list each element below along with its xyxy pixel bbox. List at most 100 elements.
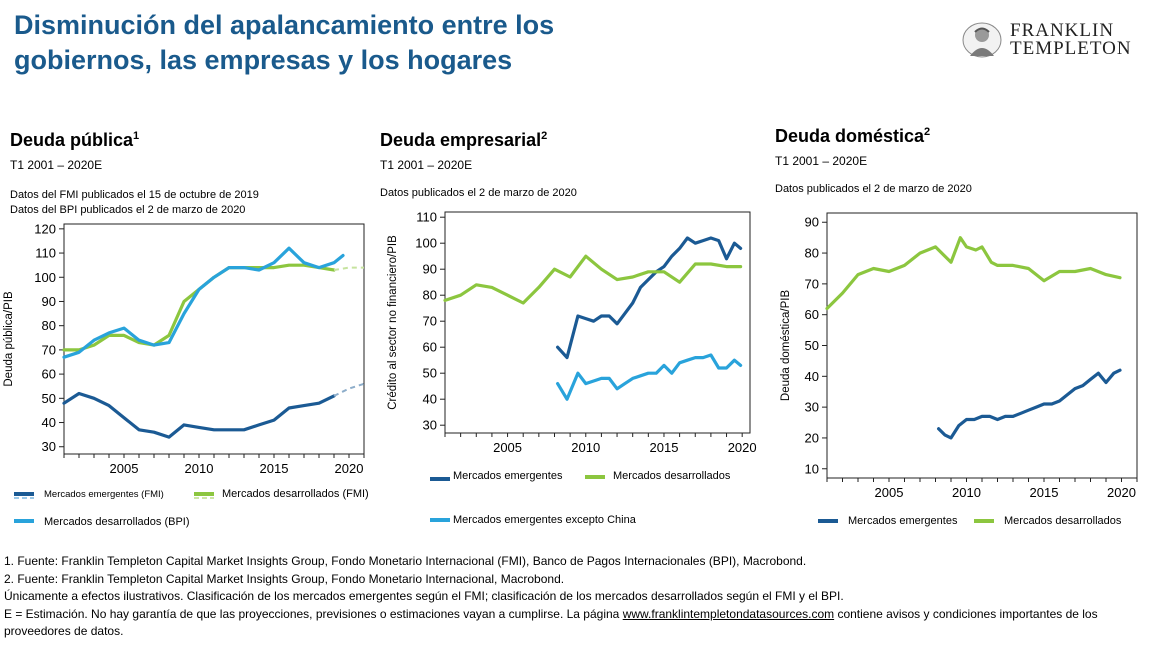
y-tick-label: 60 bbox=[42, 367, 56, 382]
y-tick-label: 90 bbox=[42, 294, 56, 309]
y-tick-label: 70 bbox=[423, 314, 437, 329]
y-tick-label: 70 bbox=[42, 342, 56, 357]
series-line-0 bbox=[62, 391, 336, 439]
series-line-0 bbox=[937, 368, 1122, 440]
series-estimate-line-1 bbox=[333, 266, 364, 271]
legend-swatch-em bbox=[430, 477, 450, 481]
panel-note: Datos del FMI publicados el 15 de octubr… bbox=[10, 188, 259, 218]
legend-label-em-ex-china: Mercados emergentes excepto China bbox=[453, 514, 636, 526]
logo-seal-icon bbox=[962, 22, 1002, 58]
plot-frame bbox=[826, 212, 1138, 479]
y-tick-label: 90 bbox=[805, 215, 819, 230]
logo-text: FRANKLIN TEMPLETON bbox=[1010, 20, 1132, 59]
panel-title-text: Deuda doméstica bbox=[775, 126, 925, 146]
y-axis-label: Deuda pública/PIB bbox=[3, 291, 15, 387]
panel-note-line2: Datos del BPI publicados el 2 de marzo d… bbox=[10, 204, 246, 216]
y-tick-label: 40 bbox=[42, 415, 56, 430]
y-tick-label: 10 bbox=[805, 461, 819, 476]
y-tick-label: 40 bbox=[805, 369, 819, 384]
panel-subtitle: T1 2001 – 2020E bbox=[380, 158, 473, 172]
y-tick-label: 60 bbox=[805, 307, 819, 322]
series-line-2 bbox=[62, 246, 345, 359]
legend-label-em: Mercados emergentes bbox=[848, 515, 958, 527]
legend-swatch-dm bbox=[585, 475, 605, 479]
y-tick-label: 110 bbox=[35, 246, 56, 261]
footnote-1: 1. Fuente: Franklin Templeton Capital Ma… bbox=[4, 554, 807, 568]
legend-label-dm: Mercados desarrollados bbox=[1004, 515, 1122, 527]
footnote-4: E = Estimación. No hay garantía de que l… bbox=[4, 606, 1154, 641]
series-line-0 bbox=[556, 236, 743, 360]
x-tick-label: 2020 bbox=[728, 440, 757, 455]
x-tick-label: 2020 bbox=[1107, 485, 1136, 500]
data-sources-link[interactable]: www.franklintempletondatasources.com bbox=[622, 606, 835, 621]
panel-subtitle: T1 2001 – 2020E bbox=[10, 158, 103, 172]
y-tick-label: 50 bbox=[42, 391, 56, 406]
y-tick-label: 90 bbox=[423, 262, 437, 277]
plot-frame bbox=[63, 223, 365, 455]
y-axis-label: Deuda doméstica/PIB bbox=[780, 290, 792, 402]
panel-note: Datos publicados el 2 de marzo de 2020 bbox=[775, 183, 972, 195]
legend-swatch-em-fmi bbox=[14, 492, 34, 496]
legend-swatch-em bbox=[818, 519, 838, 523]
y-axis-label: Crédito al sector no financiero/PIB bbox=[387, 235, 399, 410]
x-tick-label: 2020 bbox=[335, 461, 364, 476]
page-title-line1: Disminución del apalancamiento entre los bbox=[14, 10, 555, 40]
panel-title-household-debt: Deuda doméstica2 bbox=[775, 126, 930, 147]
x-tick-label: 2005 bbox=[493, 440, 522, 455]
y-tick-label: 100 bbox=[34, 270, 56, 285]
x-tick-label: 2005 bbox=[110, 461, 139, 476]
x-tick-label: 2015 bbox=[1030, 485, 1059, 500]
legend-label-dm-bpi: Mercados desarrollados (BPI) bbox=[44, 516, 190, 528]
panel-title-text: Deuda empresarial bbox=[380, 130, 542, 150]
y-tick-label: 80 bbox=[423, 288, 437, 303]
footnote-4-end: contiene avisos y condiciones importante… bbox=[4, 606, 1098, 639]
series-estimate-line-0 bbox=[333, 382, 365, 397]
footnote-ref: 2 bbox=[924, 126, 931, 138]
footnote-ref: 1 bbox=[133, 130, 140, 142]
y-tick-label: 30 bbox=[42, 439, 56, 454]
x-tick-label: 2010 bbox=[952, 485, 981, 500]
footnote-ref: 2 bbox=[541, 130, 548, 142]
y-tick-label: 120 bbox=[34, 221, 56, 236]
x-tick-label: 2010 bbox=[185, 461, 214, 476]
household-debt-chart: 10 20 30 40 50 60 70 80 90 2005 2010 2015 2020 Deuda … bbox=[780, 212, 1138, 500]
series-line-2 bbox=[556, 353, 743, 401]
y-tick-label: 40 bbox=[423, 392, 437, 407]
panel-title-text: Deuda pública bbox=[10, 130, 134, 150]
y-tick-label: 30 bbox=[805, 400, 819, 415]
legend-swatch-dm bbox=[974, 519, 994, 523]
y-tick-label: 110 bbox=[416, 210, 437, 225]
series-line-1 bbox=[443, 254, 743, 305]
x-tick-label: 2010 bbox=[571, 440, 600, 455]
panel-note-line1: Datos del FMI publicados el 15 de octubr… bbox=[10, 189, 259, 201]
legend-label-em: Mercados emergentes bbox=[453, 470, 563, 482]
footnotes: 1. Fuente: Franklin Templeton Capital Ma… bbox=[4, 553, 1154, 641]
page-title-line2: gobiernos, las empresas y los hogares bbox=[14, 45, 513, 75]
legend-label-dm: Mercados desarrollados bbox=[613, 470, 731, 482]
footnote-3: Únicamente a efectos ilustrativos. Clasi… bbox=[4, 589, 844, 603]
y-tick-label: 30 bbox=[423, 418, 437, 433]
y-tick-label: 50 bbox=[423, 366, 437, 381]
panel-subtitle: T1 2001 – 2020E bbox=[775, 154, 868, 168]
legend-swatch-em-fmi-estimate bbox=[14, 497, 34, 499]
x-tick-label: 2015 bbox=[260, 461, 289, 476]
panel-title-corporate-debt: Deuda empresarial2 bbox=[380, 130, 547, 151]
legend-label-dm-fmi: Mercados desarrollados (FMI) bbox=[222, 488, 369, 500]
legend-swatch-em-ex-china bbox=[430, 518, 450, 522]
logo-text-line2: TEMPLETON bbox=[1010, 38, 1132, 59]
y-tick-label: 60 bbox=[423, 340, 437, 355]
corporate-debt-chart: 30 40 50 60 70 80 90 100 110 2005 2010 2015 2020 Créd… bbox=[387, 210, 757, 455]
panel-title-public-debt: Deuda pública1 bbox=[10, 130, 139, 151]
logo-text-line1: FRANKLIN bbox=[1010, 20, 1115, 41]
y-tick-label: 70 bbox=[805, 276, 819, 291]
panel-note: Datos publicados el 2 de marzo de 2020 bbox=[380, 187, 577, 199]
series-line-1 bbox=[62, 263, 336, 352]
y-tick-label: 50 bbox=[805, 338, 819, 353]
legend-swatch-dm-fmi-estimate bbox=[194, 497, 214, 499]
y-tick-label: 20 bbox=[805, 430, 819, 445]
x-tick-label: 2005 bbox=[875, 485, 904, 500]
x-tick-label: 2015 bbox=[650, 440, 679, 455]
footnote-4-start: E = Estimación. No hay garantía de que l… bbox=[4, 606, 623, 621]
public-debt-chart: 30 40 50 60 70 80 90 100 110 120 2005 2010 2015 2020 D… bbox=[3, 221, 365, 476]
y-tick-label: 100 bbox=[415, 236, 437, 251]
